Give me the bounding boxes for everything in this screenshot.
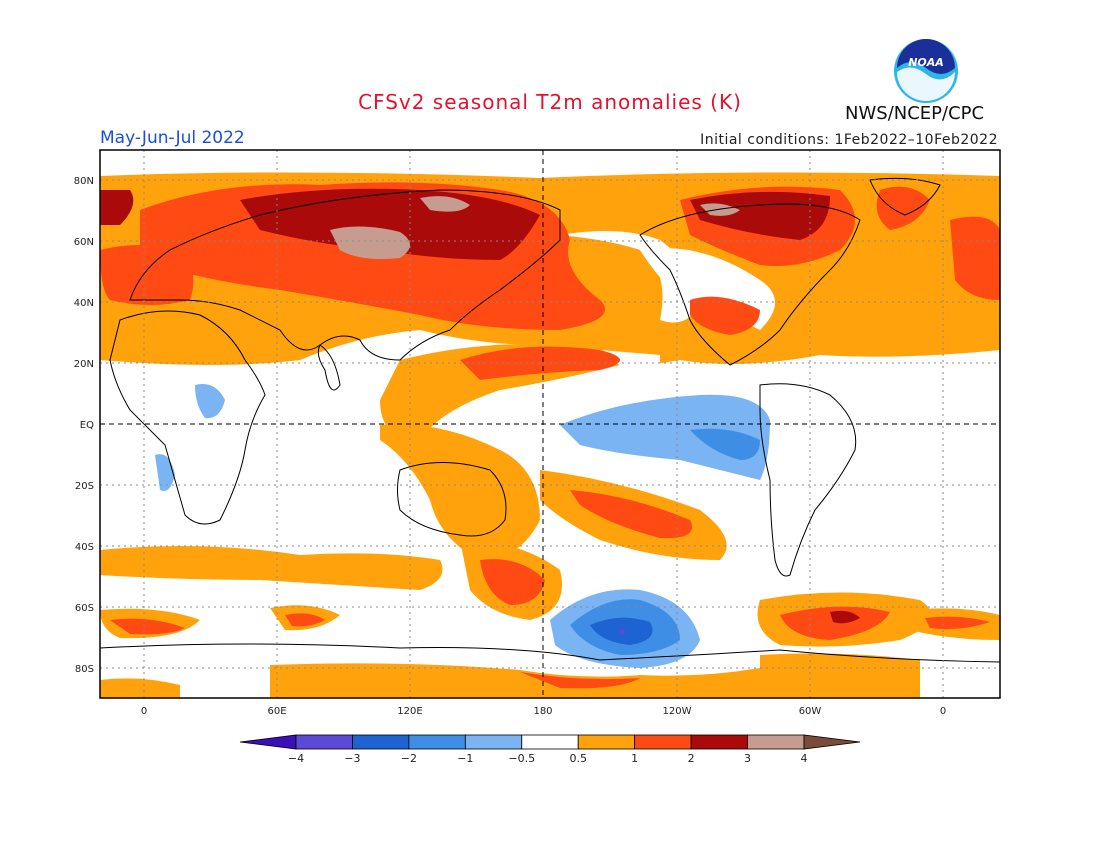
- lat-label: EQ: [80, 420, 94, 431]
- colorbar-label: 2: [688, 752, 695, 765]
- map-frame: [99, 149, 1001, 699]
- colorbar-arrow-low: [239, 734, 297, 750]
- colorbar-swatch: [408, 734, 466, 750]
- season-label: May-Jun-Jul 2022: [100, 128, 245, 148]
- lat-label: 40S: [75, 542, 94, 553]
- colorbar-label: −3: [344, 752, 360, 765]
- lat-label: 80S: [75, 664, 94, 675]
- lon-label: 60W: [799, 706, 822, 717]
- australia-outline: [397, 462, 507, 537]
- lat-label: 60N: [74, 237, 94, 248]
- colorbar-label: 4: [801, 752, 808, 765]
- colorbar-swatch: [747, 734, 805, 750]
- lon-label: 0: [940, 706, 946, 717]
- map-title: CFSv2 seasonal T2m anomalies (K): [358, 90, 742, 114]
- colorbar-swatch: [577, 734, 636, 750]
- svg-text:NOAA: NOAA: [908, 56, 944, 69]
- colorbar-label: 0.5: [569, 752, 587, 765]
- colorbar-swatch: [352, 734, 410, 750]
- noaa-logo-icon: NOAA: [894, 39, 958, 103]
- antarctica-outline: [100, 643, 1000, 663]
- longitude-labels: 0 60E 120E 180 120W 60W 0: [141, 706, 946, 717]
- colorbar-swatch: [690, 734, 748, 750]
- colorbar-swatch: [634, 734, 692, 750]
- lon-label: 120E: [397, 706, 422, 717]
- lon-label: 180: [533, 706, 552, 717]
- colorbar-label: −4: [288, 752, 304, 765]
- colorbar-label: 3: [744, 752, 751, 765]
- organization-label: NWS/NCEP/CPC: [845, 103, 985, 124]
- initial-conditions-label: Initial conditions: 1Feb2022–10Feb2022: [700, 132, 998, 148]
- colorbar-label: 1: [631, 752, 638, 765]
- lon-label: 60E: [267, 706, 286, 717]
- latitude-labels: 80N 60N 40N 20N EQ 20S 40S 60S 80S: [74, 176, 94, 675]
- lat-label: 20N: [74, 359, 94, 370]
- lat-label: 20S: [75, 481, 94, 492]
- colorbar-swatch: [295, 734, 353, 750]
- colorbar-label: −0.5: [508, 752, 535, 765]
- colorbar-label: −2: [401, 752, 417, 765]
- africa-outline: [109, 310, 266, 525]
- eurasia-outline: [129, 189, 561, 361]
- lon-label: 0: [141, 706, 147, 717]
- india-outline: [317, 344, 341, 391]
- colorbar-label: −1: [457, 752, 473, 765]
- greenland-outline: [869, 177, 941, 216]
- colorbar-swatch: [464, 734, 523, 750]
- graticule: [100, 150, 1000, 698]
- colorbar-swatch: [521, 734, 579, 750]
- lat-label: 80N: [74, 176, 94, 187]
- colorbar: −4 −3 −2 −1 −0.5 0.5 1 2 3 4: [239, 734, 861, 765]
- lon-label: 120W: [663, 706, 692, 717]
- south-america-outline: [759, 383, 857, 577]
- coastlines: [100, 177, 1000, 663]
- lat-label: 40N: [74, 298, 94, 309]
- lat-label: 60S: [75, 603, 94, 614]
- colorbar-arrow-high: [803, 734, 861, 750]
- north-america-outline: [639, 203, 861, 366]
- cold-tongue-east-pacific: [560, 394, 770, 480]
